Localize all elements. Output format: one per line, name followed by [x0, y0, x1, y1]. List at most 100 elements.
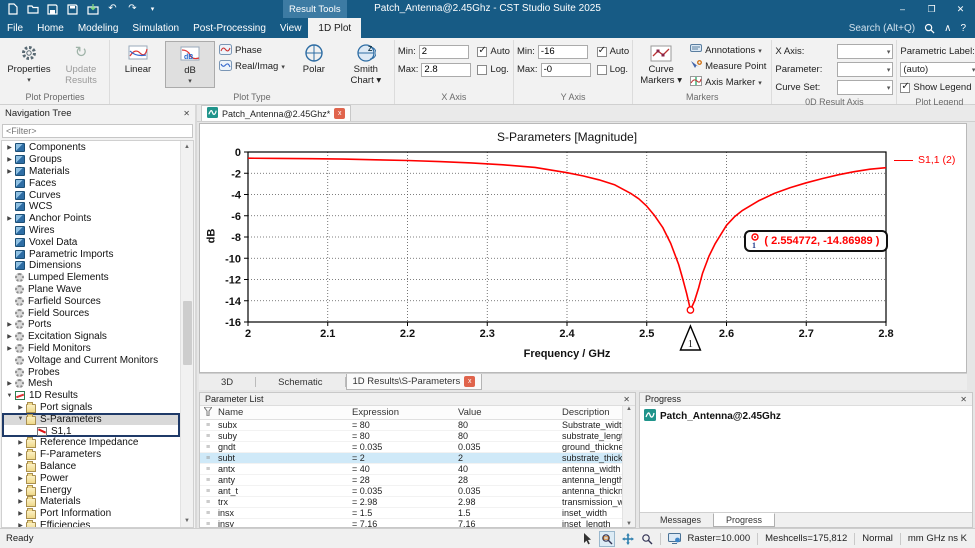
tree-item[interactable]: ▶ Components — [2, 142, 180, 154]
tree-item[interactable]: Curves — [2, 189, 180, 201]
search-icon[interactable] — [924, 23, 935, 34]
tree-item[interactable]: Probes — [2, 366, 180, 378]
expand-arrow-icon[interactable]: ▶ — [18, 475, 23, 482]
column-header-description[interactable]: Description — [562, 407, 610, 418]
tree-item[interactable]: ▶ Ports — [2, 319, 180, 331]
tree-item[interactable]: ▶ Reference Impedance — [2, 437, 180, 449]
ribbon-tab[interactable]: Post-Processing — [193, 22, 266, 34]
tab-schematic[interactable]: Schematic — [278, 376, 323, 388]
tab-1d-results[interactable]: 1D Results\S-Parameters x — [345, 374, 483, 390]
y-min-input[interactable] — [537, 44, 588, 59]
scrollbar-thumb[interactable] — [182, 301, 192, 365]
parameter-row[interactable]: ≡ trx = 2.98 2.98 transmission_width — [200, 497, 622, 508]
tree-item[interactable]: Voxel Data — [2, 236, 180, 248]
expand-arrow-icon[interactable]: ▶ — [7, 381, 12, 388]
tree-item[interactable]: ▶ Efficiencies — [2, 519, 180, 527]
column-header-expression[interactable]: Expression — [352, 407, 399, 418]
tree-item[interactable]: ▶ Materials — [2, 166, 180, 178]
close-button[interactable]: ✕ — [956, 3, 965, 14]
parameter-row[interactable]: ≡ subt = 2 2 substrate_thickness — [200, 453, 622, 464]
annotations-button[interactable]: Annotations ▾ — [688, 43, 768, 58]
tab-3d[interactable]: 3D — [221, 376, 234, 388]
tree-item[interactable]: S1,1 — [2, 425, 180, 437]
status-normal[interactable]: Normal — [862, 533, 893, 544]
tree-item[interactable]: ▶ Power — [2, 472, 180, 484]
expand-arrow-icon[interactable]: ▶ — [18, 487, 23, 494]
ribbon-tab[interactable]: Modeling — [77, 22, 119, 34]
parameter-list-close-icon[interactable]: ✕ — [623, 394, 630, 404]
0d-curve-set-select[interactable]: ▾ — [837, 80, 894, 95]
tree-item[interactable]: ▶ F-Parameters — [2, 449, 180, 461]
open-file-icon[interactable] — [26, 3, 39, 15]
expand-arrow-icon[interactable]: ▶ — [7, 216, 12, 223]
tree-item[interactable]: Plane Wave — [2, 284, 180, 296]
ribbon-tab[interactable]: View — [279, 22, 302, 34]
parameter-table-scrollbar[interactable]: ▲ ▼ — [622, 406, 635, 527]
undo-icon[interactable]: ↶ — [108, 3, 117, 14]
tree-item[interactable]: Wires — [2, 225, 180, 237]
maximize-button[interactable]: ❐ — [927, 3, 936, 14]
parameter-row[interactable]: ≡ insy = 7.16 7.16 inset_length — [200, 519, 622, 527]
tree-item[interactable]: Farfield Sources — [2, 295, 180, 307]
save-as-icon[interactable] — [66, 3, 79, 15]
0d-parameter-select[interactable]: ▾ — [837, 62, 894, 77]
expand-arrow-icon[interactable]: ▶ — [7, 322, 12, 329]
zoom-icon[interactable] — [641, 533, 653, 545]
navigation-tree-close-icon[interactable]: ✕ — [183, 108, 190, 118]
tree-item[interactable]: ▶ Materials — [2, 496, 180, 508]
db-plot-button[interactable]: dB dB ▾ — [165, 41, 215, 88]
y-max-input[interactable] — [540, 62, 591, 77]
expand-arrow-icon[interactable]: ▶ — [18, 511, 23, 518]
tab-1d-plot[interactable]: 1D Plot — [308, 18, 362, 38]
tree-item[interactable]: ▶ Groups — [2, 154, 180, 166]
phase-button[interactable]: Phase — [217, 43, 287, 58]
tree-item[interactable]: Parametric Imports — [2, 248, 180, 260]
pan-icon[interactable] — [621, 532, 634, 545]
expand-arrow-icon[interactable]: ▶ — [18, 440, 23, 447]
expand-arrow-icon[interactable]: ▶ — [18, 452, 23, 459]
x-log-checkbox[interactable] — [477, 64, 488, 75]
import-icon[interactable] — [86, 3, 99, 15]
curve-markers-button[interactable]: Curve Markers ▾ — [636, 41, 686, 86]
ribbon-tab[interactable]: Simulation — [132, 22, 180, 34]
parameter-row[interactable]: ≡ insx = 1.5 1.5 inset_width — [200, 508, 622, 519]
parametric-label-select[interactable]: (auto) ▾ — [900, 62, 975, 77]
tree-item[interactable]: ▼ S-Parameters — [2, 413, 180, 426]
y-auto-checkbox[interactable] — [596, 45, 607, 57]
tab-progress[interactable]: Progress — [713, 513, 776, 527]
0d-x-axis-select[interactable]: ▾ — [837, 44, 894, 59]
document-tab-close-icon[interactable]: x — [334, 108, 346, 119]
expand-arrow-icon[interactable]: ▼ — [6, 392, 13, 399]
display-settings-icon[interactable] — [667, 533, 681, 544]
qat-customize-icon[interactable]: ▾ — [150, 5, 155, 13]
tree-item[interactable]: ▶ Excitation Signals — [2, 331, 180, 343]
y-log-checkbox[interactable] — [596, 64, 607, 75]
tree-item[interactable]: ▼ 1D Results — [6, 390, 78, 402]
help-icon[interactable]: ? — [960, 22, 966, 34]
parameter-row[interactable]: ≡ anty = 28 28 antenna_length — [200, 475, 622, 486]
tree-item[interactable]: ▶ Port Information — [2, 508, 180, 520]
save-icon[interactable] — [46, 3, 59, 15]
tree-item[interactable]: ▶ Balance — [2, 460, 180, 473]
expand-arrow-icon[interactable]: ▶ — [7, 157, 12, 164]
expand-arrow-icon[interactable]: ▶ — [18, 404, 23, 411]
column-header-value[interactable]: Value — [458, 407, 482, 418]
search-input[interactable]: Search (Alt+Q) — [848, 22, 916, 34]
expand-arrow-icon[interactable]: ▶ — [18, 499, 23, 506]
parameter-row[interactable]: ≡ subx = 80 80 Substrate_width — [200, 420, 622, 431]
status-units[interactable]: mm GHz ns K — [907, 533, 967, 544]
smith-chart-button[interactable]: Z Smith Chart ▾ — [341, 41, 391, 86]
x-min-input[interactable] — [418, 44, 469, 59]
tree-item[interactable]: WCS — [2, 201, 180, 213]
tree-item[interactable]: ▶ Field Monitors — [2, 343, 180, 355]
x-max-input[interactable] — [421, 62, 472, 77]
expand-arrow-icon[interactable]: ▶ — [7, 334, 12, 341]
tree-item[interactable]: Faces — [2, 177, 180, 189]
parameter-row[interactable]: ≡ ant_t = 0.035 0.035 antenna_thickness — [200, 486, 622, 497]
tab-messages[interactable]: Messages — [660, 515, 702, 525]
marker-annotation[interactable]: 1 ( 2.554772, -14.86989 ) — [744, 229, 889, 252]
tree-item[interactable]: Lumped Elements — [2, 272, 180, 284]
expand-arrow-icon[interactable]: ▶ — [7, 345, 12, 352]
result-tab-close-icon[interactable]: x — [464, 376, 476, 387]
document-tab[interactable]: Patch_Antenna@2.45Ghz* x — [201, 105, 352, 121]
